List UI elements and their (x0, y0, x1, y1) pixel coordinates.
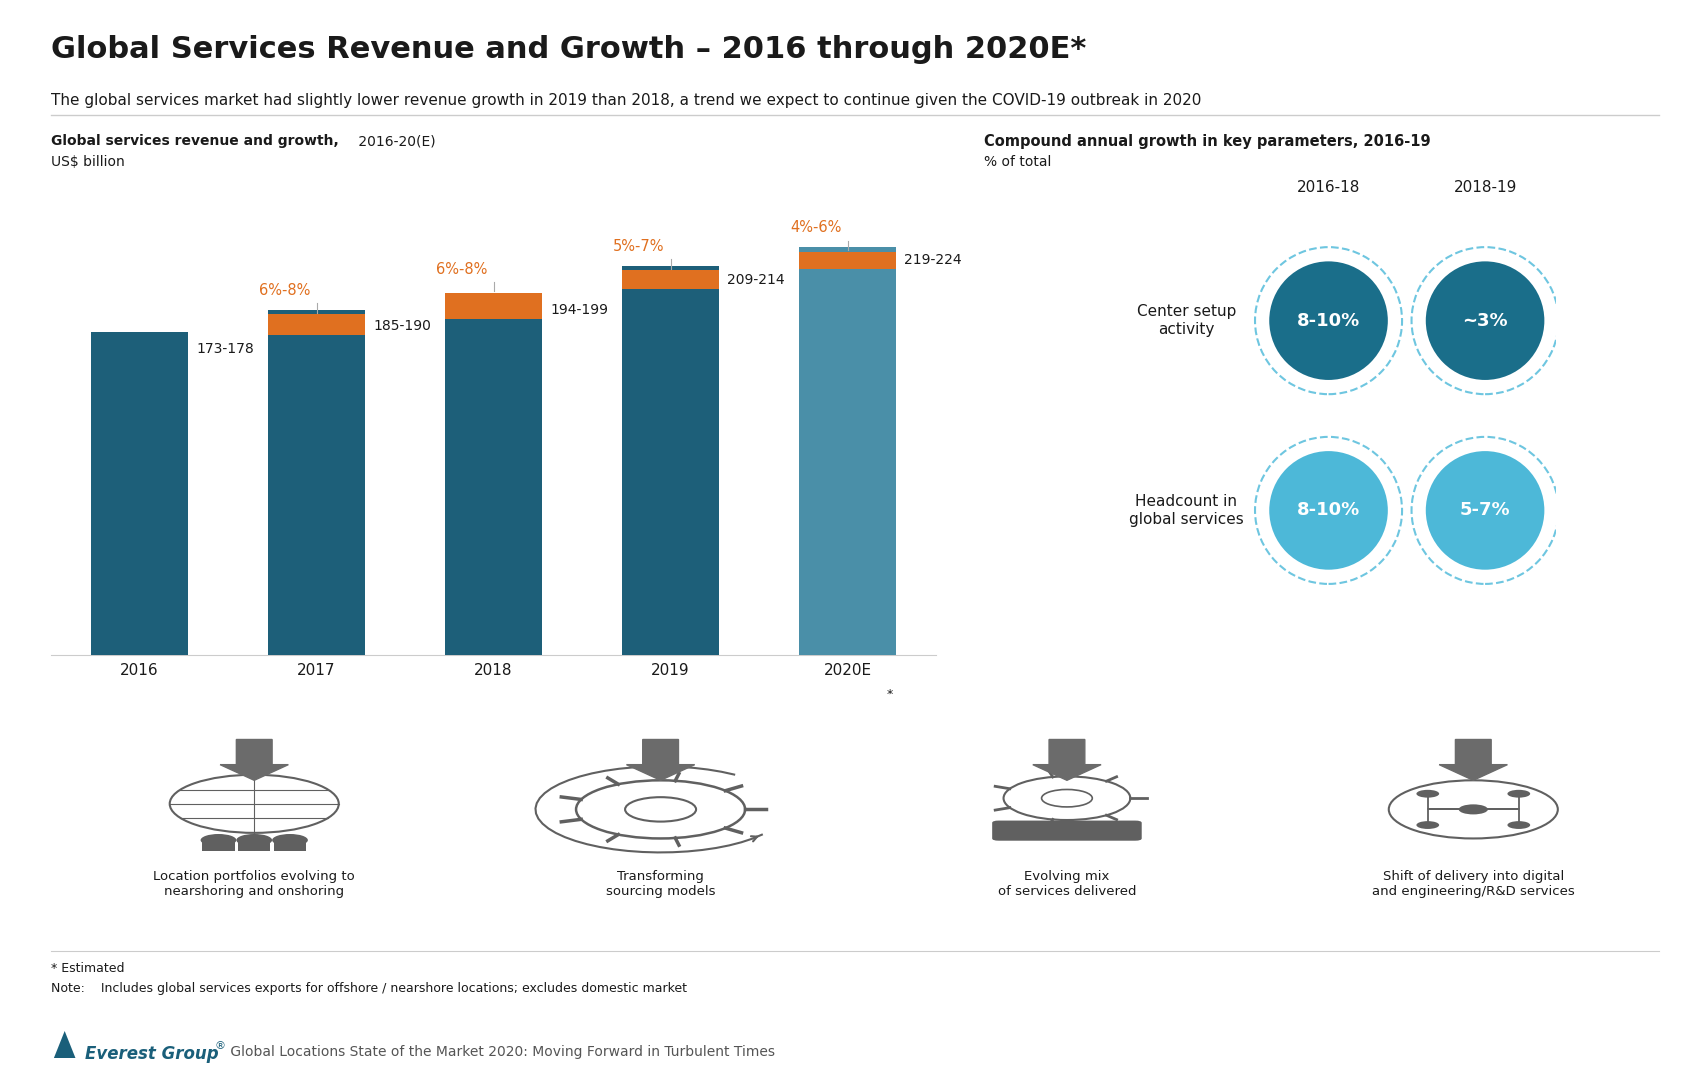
Circle shape (272, 834, 308, 847)
Text: Evolving mix
of services delivered: Evolving mix of services delivered (997, 870, 1137, 898)
Text: Everest Group: Everest Group (85, 1045, 220, 1063)
Bar (90, 332, 189, 655)
Bar (203, 839, 235, 851)
Bar (621, 271, 720, 289)
Text: 2016-18: 2016-18 (1297, 180, 1360, 195)
Text: 8-10%: 8-10% (1297, 502, 1360, 519)
Text: 6%-8%: 6%-8% (259, 283, 310, 298)
Circle shape (1270, 262, 1387, 380)
Circle shape (1421, 447, 1549, 574)
Bar (621, 266, 720, 655)
Text: 219-224: 219-224 (904, 253, 962, 266)
Text: Transforming
sourcing models: Transforming sourcing models (606, 870, 715, 898)
Bar (798, 248, 897, 655)
Circle shape (201, 834, 237, 847)
Text: 5%-7%: 5%-7% (613, 239, 664, 254)
Text: % of total: % of total (984, 155, 1052, 169)
FancyArrow shape (626, 740, 694, 780)
Circle shape (1508, 822, 1530, 829)
Text: Global Locations State of the Market 2020: Moving Forward in Turbulent Times: Global Locations State of the Market 202… (226, 1045, 776, 1059)
Circle shape (237, 834, 272, 847)
Text: * Estimated: * Estimated (51, 962, 124, 975)
Circle shape (1416, 822, 1440, 829)
Text: 2018-19: 2018-19 (1454, 180, 1516, 195)
FancyBboxPatch shape (992, 820, 1142, 841)
Text: Headcount in
global services: Headcount in global services (1128, 494, 1244, 527)
Circle shape (1426, 262, 1544, 380)
Text: Global Services Revenue and Growth – 2016 through 2020E*: Global Services Revenue and Growth – 201… (51, 35, 1086, 64)
Circle shape (1459, 804, 1488, 814)
Circle shape (1426, 451, 1544, 570)
Bar (274, 839, 306, 851)
Bar (798, 252, 897, 268)
Circle shape (1266, 447, 1392, 574)
Circle shape (1508, 790, 1530, 798)
Text: 194-199: 194-199 (550, 303, 608, 317)
Bar (267, 310, 366, 655)
Text: 5-7%: 5-7% (1460, 502, 1510, 519)
Text: ~3%: ~3% (1462, 312, 1508, 329)
Text: ®: ® (214, 1041, 225, 1051)
Text: 8-10%: 8-10% (1297, 312, 1360, 329)
Bar (444, 293, 543, 655)
Text: The global services market had slightly lower revenue growth in 2019 than 2018, : The global services market had slightly … (51, 93, 1202, 108)
Text: 173-178: 173-178 (196, 341, 254, 356)
Circle shape (1416, 790, 1440, 798)
Text: 185-190: 185-190 (373, 319, 431, 333)
Text: Global services revenue and growth,: Global services revenue and growth, (51, 134, 339, 148)
Polygon shape (54, 1031, 75, 1058)
Text: Location portfolios evolving to
nearshoring and onshoring: Location portfolios evolving to nearshor… (153, 870, 356, 898)
Circle shape (1421, 257, 1549, 384)
Text: Compound annual growth in key parameters, 2016-19: Compound annual growth in key parameters… (984, 134, 1430, 149)
FancyArrow shape (220, 740, 288, 780)
Text: *: * (887, 687, 894, 700)
Text: 6%-8%: 6%-8% (436, 262, 487, 277)
FancyArrow shape (1440, 740, 1508, 780)
Text: Center setup
activity: Center setup activity (1137, 304, 1236, 337)
Text: Key emerging trends in global services: Key emerging trends in global services (703, 691, 1025, 708)
Text: 2016-20(E): 2016-20(E) (354, 134, 436, 148)
Text: Shift of delivery into digital
and engineering/R&D services: Shift of delivery into digital and engin… (1372, 870, 1574, 898)
Bar (444, 293, 543, 319)
Bar (238, 839, 271, 851)
Text: 4%-6%: 4%-6% (790, 220, 841, 236)
Text: US$ billion: US$ billion (51, 155, 124, 169)
Circle shape (1270, 451, 1387, 570)
Bar (267, 314, 366, 335)
Circle shape (1266, 257, 1392, 384)
Text: 209-214: 209-214 (727, 273, 785, 287)
FancyArrow shape (1033, 740, 1101, 780)
Text: Note:    Includes global services exports for offshore / nearshore locations; ex: Note: Includes global services exports f… (51, 982, 688, 995)
